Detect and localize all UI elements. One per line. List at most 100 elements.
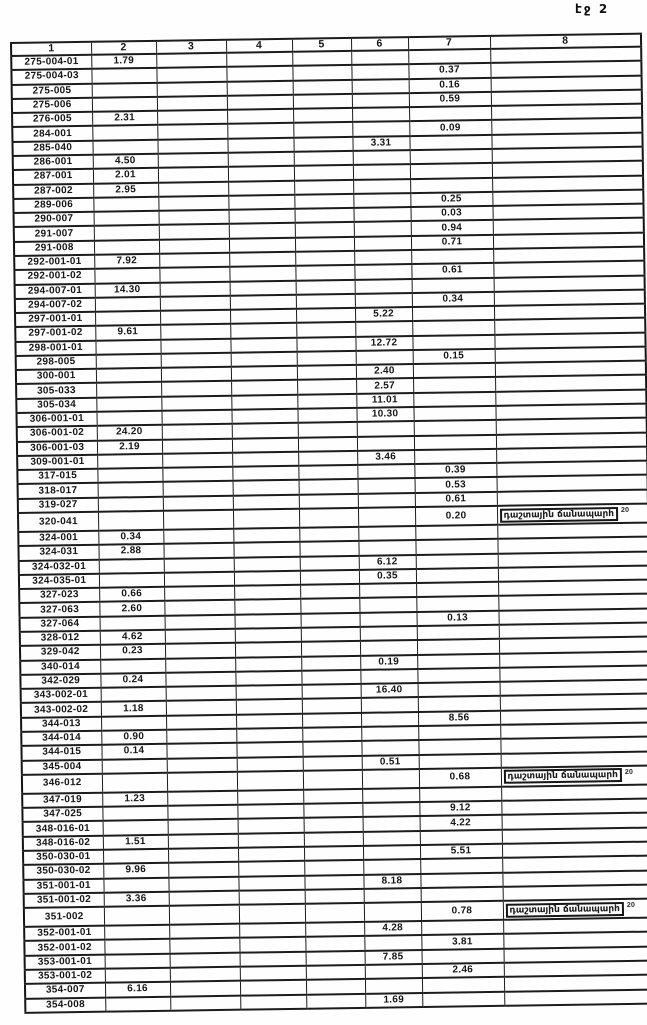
cell-code: 318-017 — [17, 483, 98, 499]
cell-value: 3.31 — [352, 135, 410, 151]
data-table: 1 2 3 4 5 6 7 8 275-004-01 1.79 275-004-03… — [10, 32, 647, 1014]
cell-value — [421, 948, 504, 964]
cell-value: 0.59 — [408, 91, 492, 108]
cell-value — [300, 641, 361, 657]
cell-value — [229, 266, 296, 282]
cell-value: 1.18 — [100, 701, 167, 717]
cell-code: 351-001-01 — [23, 878, 104, 894]
cell-code: 340-014 — [20, 659, 101, 675]
cell-value: 7.92 — [94, 253, 160, 269]
column-header-5: 5 — [291, 37, 352, 52]
cell-value: 4.22 — [419, 815, 502, 831]
cell-value — [239, 965, 306, 981]
cell-value: 4.50 — [92, 153, 158, 170]
cell-value — [163, 543, 234, 559]
cell-value — [159, 281, 230, 297]
cell-value — [418, 724, 501, 741]
cell-code: 342-029 — [20, 673, 101, 690]
cell-value — [295, 307, 356, 324]
cell-value — [164, 600, 235, 616]
cell-value — [233, 570, 301, 586]
cell-value — [417, 696, 500, 712]
cell-value — [162, 509, 234, 530]
cell-value: 7.85 — [364, 949, 422, 965]
cell-value — [93, 210, 159, 227]
cell-value — [228, 180, 295, 196]
cell-code: 348-016-02 — [22, 835, 103, 851]
cell-value — [236, 756, 303, 772]
cell-value: 0.19 — [360, 654, 418, 670]
cell-value — [353, 235, 412, 251]
cell-value: 0.16 — [408, 77, 491, 93]
cell-code: 306-001-02 — [16, 426, 97, 442]
cell-value — [93, 225, 159, 241]
cell-value — [163, 528, 234, 545]
cell-code: 287-002 — [13, 183, 94, 199]
cell-code: 285-040 — [12, 140, 93, 156]
cell-value — [233, 527, 300, 544]
cell-value — [417, 681, 500, 698]
cell-value — [359, 611, 417, 627]
cell-value — [352, 107, 410, 123]
cell-value — [417, 653, 500, 669]
cell-value: 1.69 — [365, 992, 423, 1008]
cell-value — [360, 697, 418, 713]
cell-value — [412, 334, 495, 350]
cell-value — [353, 192, 411, 209]
cell-value — [304, 860, 364, 876]
cell-value — [102, 805, 168, 822]
cell-value — [305, 950, 365, 966]
cell-value — [169, 980, 241, 997]
cell-value — [305, 979, 366, 995]
note-superscript: 20 — [624, 768, 634, 776]
cell-value — [157, 138, 228, 154]
cell-value — [418, 753, 501, 769]
cell-value — [362, 844, 421, 861]
cell-value — [227, 123, 294, 139]
cell-value — [228, 208, 295, 225]
cell-value: 8.18 — [363, 873, 421, 889]
cell-value — [102, 820, 168, 836]
cell-value — [167, 819, 238, 835]
cell-code: 347-019 — [22, 792, 103, 809]
cell-value — [232, 508, 300, 529]
cell-value — [299, 555, 359, 571]
cell-value — [361, 768, 420, 789]
cell-value: 0.14 — [101, 744, 167, 760]
cell-value: 3.81 — [421, 934, 504, 950]
cell-value — [360, 711, 419, 727]
cell-value: 0.71 — [410, 234, 494, 251]
cell-value — [227, 151, 294, 168]
cell-value — [158, 224, 229, 240]
cell-value — [105, 996, 171, 1012]
cell-code: 343-002-01 — [20, 687, 101, 704]
cell-value — [352, 150, 410, 166]
cell-value — [157, 152, 228, 169]
cell-value — [157, 109, 228, 126]
cell-value — [167, 847, 239, 863]
cell-value — [234, 627, 301, 644]
cell-value — [355, 321, 413, 337]
cell-value — [409, 163, 493, 179]
cell-value — [99, 615, 165, 631]
cell-value — [352, 121, 410, 137]
cell-value — [157, 124, 228, 140]
cell-value — [419, 786, 502, 803]
cell-code: 353-001-01 — [24, 954, 105, 970]
cell-value — [166, 714, 237, 730]
data-table-container: 1 2 3 4 5 6 7 8 275-004-01 1.79 275-004-03… — [10, 32, 647, 1014]
cell-value — [357, 492, 415, 508]
cell-value — [156, 67, 227, 83]
cell-value — [165, 685, 236, 702]
cell-value — [409, 134, 492, 151]
cell-value — [302, 755, 362, 771]
cell-value — [239, 937, 306, 953]
cell-code: 324-032-01 — [18, 559, 99, 575]
cell-value — [160, 338, 231, 354]
cell-value — [357, 464, 415, 480]
cell-value — [235, 699, 302, 715]
cell-value — [356, 435, 415, 451]
note-superscript: 20 — [626, 901, 636, 909]
cell-value — [161, 438, 233, 454]
cell-code: 289-006 — [13, 197, 94, 214]
